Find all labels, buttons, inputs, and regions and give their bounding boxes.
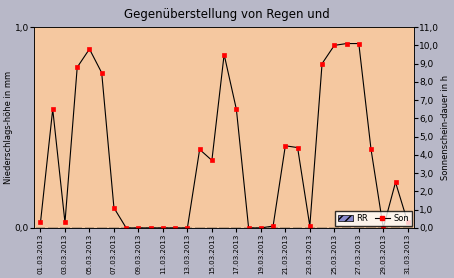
Text: Gegenüberstellung von Regen und: Gegenüberstellung von Regen und <box>124 8 330 21</box>
Y-axis label: Niederschlags-höhe in mm: Niederschlags-höhe in mm <box>4 71 13 184</box>
Legend: RR, Son: RR, Son <box>335 210 412 226</box>
Y-axis label: Sonnenschein-dauer in h: Sonnenschein-dauer in h <box>441 75 450 180</box>
